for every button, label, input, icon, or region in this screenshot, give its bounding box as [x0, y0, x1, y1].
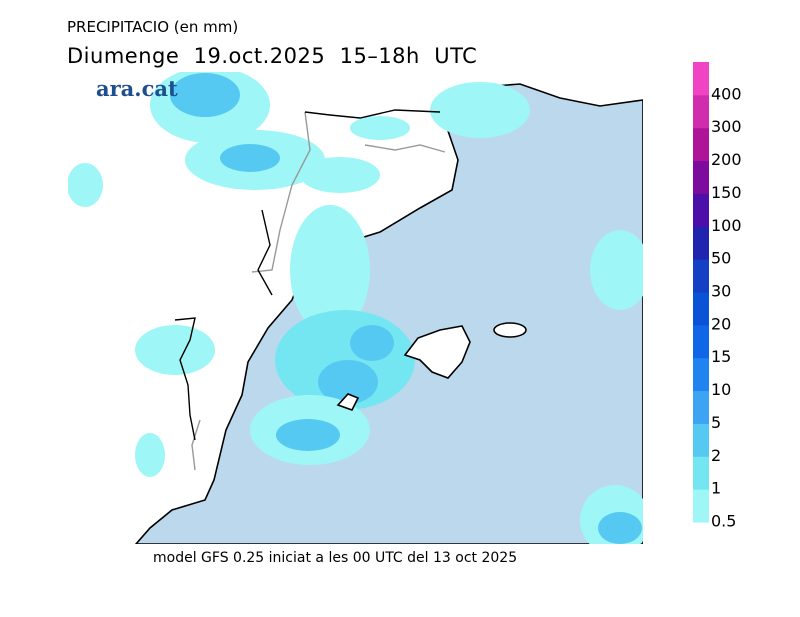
precipitation: [68, 72, 643, 544]
legend-swatch: [693, 456, 709, 490]
islands: [336, 322, 527, 411]
title: PRECIPITACIO (en mm): [67, 18, 239, 36]
legend-label: 300: [711, 117, 742, 136]
logo: ara.cat: [96, 76, 178, 101]
legend-label: 200: [711, 150, 742, 169]
legend-label: 10: [711, 380, 731, 399]
legend-swatch: [693, 193, 709, 227]
footer: model GFS 0.25 iniciat a les 00 UTC del …: [153, 550, 518, 566]
map-area: [68, 72, 643, 544]
legend-swatch: [693, 489, 709, 523]
legend-label: 0.5: [711, 512, 736, 531]
legend-swatch: [693, 292, 709, 326]
legend-label: 150: [711, 183, 742, 202]
legend-label: 2: [711, 446, 721, 465]
legend-swatch: [693, 390, 709, 424]
legend-label: 50: [711, 249, 731, 268]
subtitle: Diumenge 19.oct.2025 15–18h UTC: [67, 44, 478, 68]
legend-label: 1: [711, 479, 721, 498]
coast-land: [174, 109, 441, 441]
legend-swatch: [693, 94, 709, 129]
legend-swatch: [693, 127, 709, 162]
legend-label: 5: [711, 413, 721, 432]
legend-swatch: [693, 62, 709, 96]
legend-swatch: [693, 423, 709, 457]
legend-label: 20: [711, 314, 731, 333]
legend-swatch: [693, 324, 709, 359]
legend-label: 100: [711, 216, 742, 235]
legend-label: 15: [711, 347, 731, 366]
legend-swatch: [693, 226, 709, 260]
borders: [191, 111, 446, 471]
legend-swatch: [693, 357, 709, 392]
legend-label: 30: [711, 282, 731, 301]
legend-swatch: [693, 160, 709, 194]
legend: 0.5 1 2 5 10 15 20 30 50 100 150 200 300 400: [693, 62, 742, 531]
legend-swatch: [693, 259, 709, 293]
legend-label: 400: [711, 84, 742, 103]
